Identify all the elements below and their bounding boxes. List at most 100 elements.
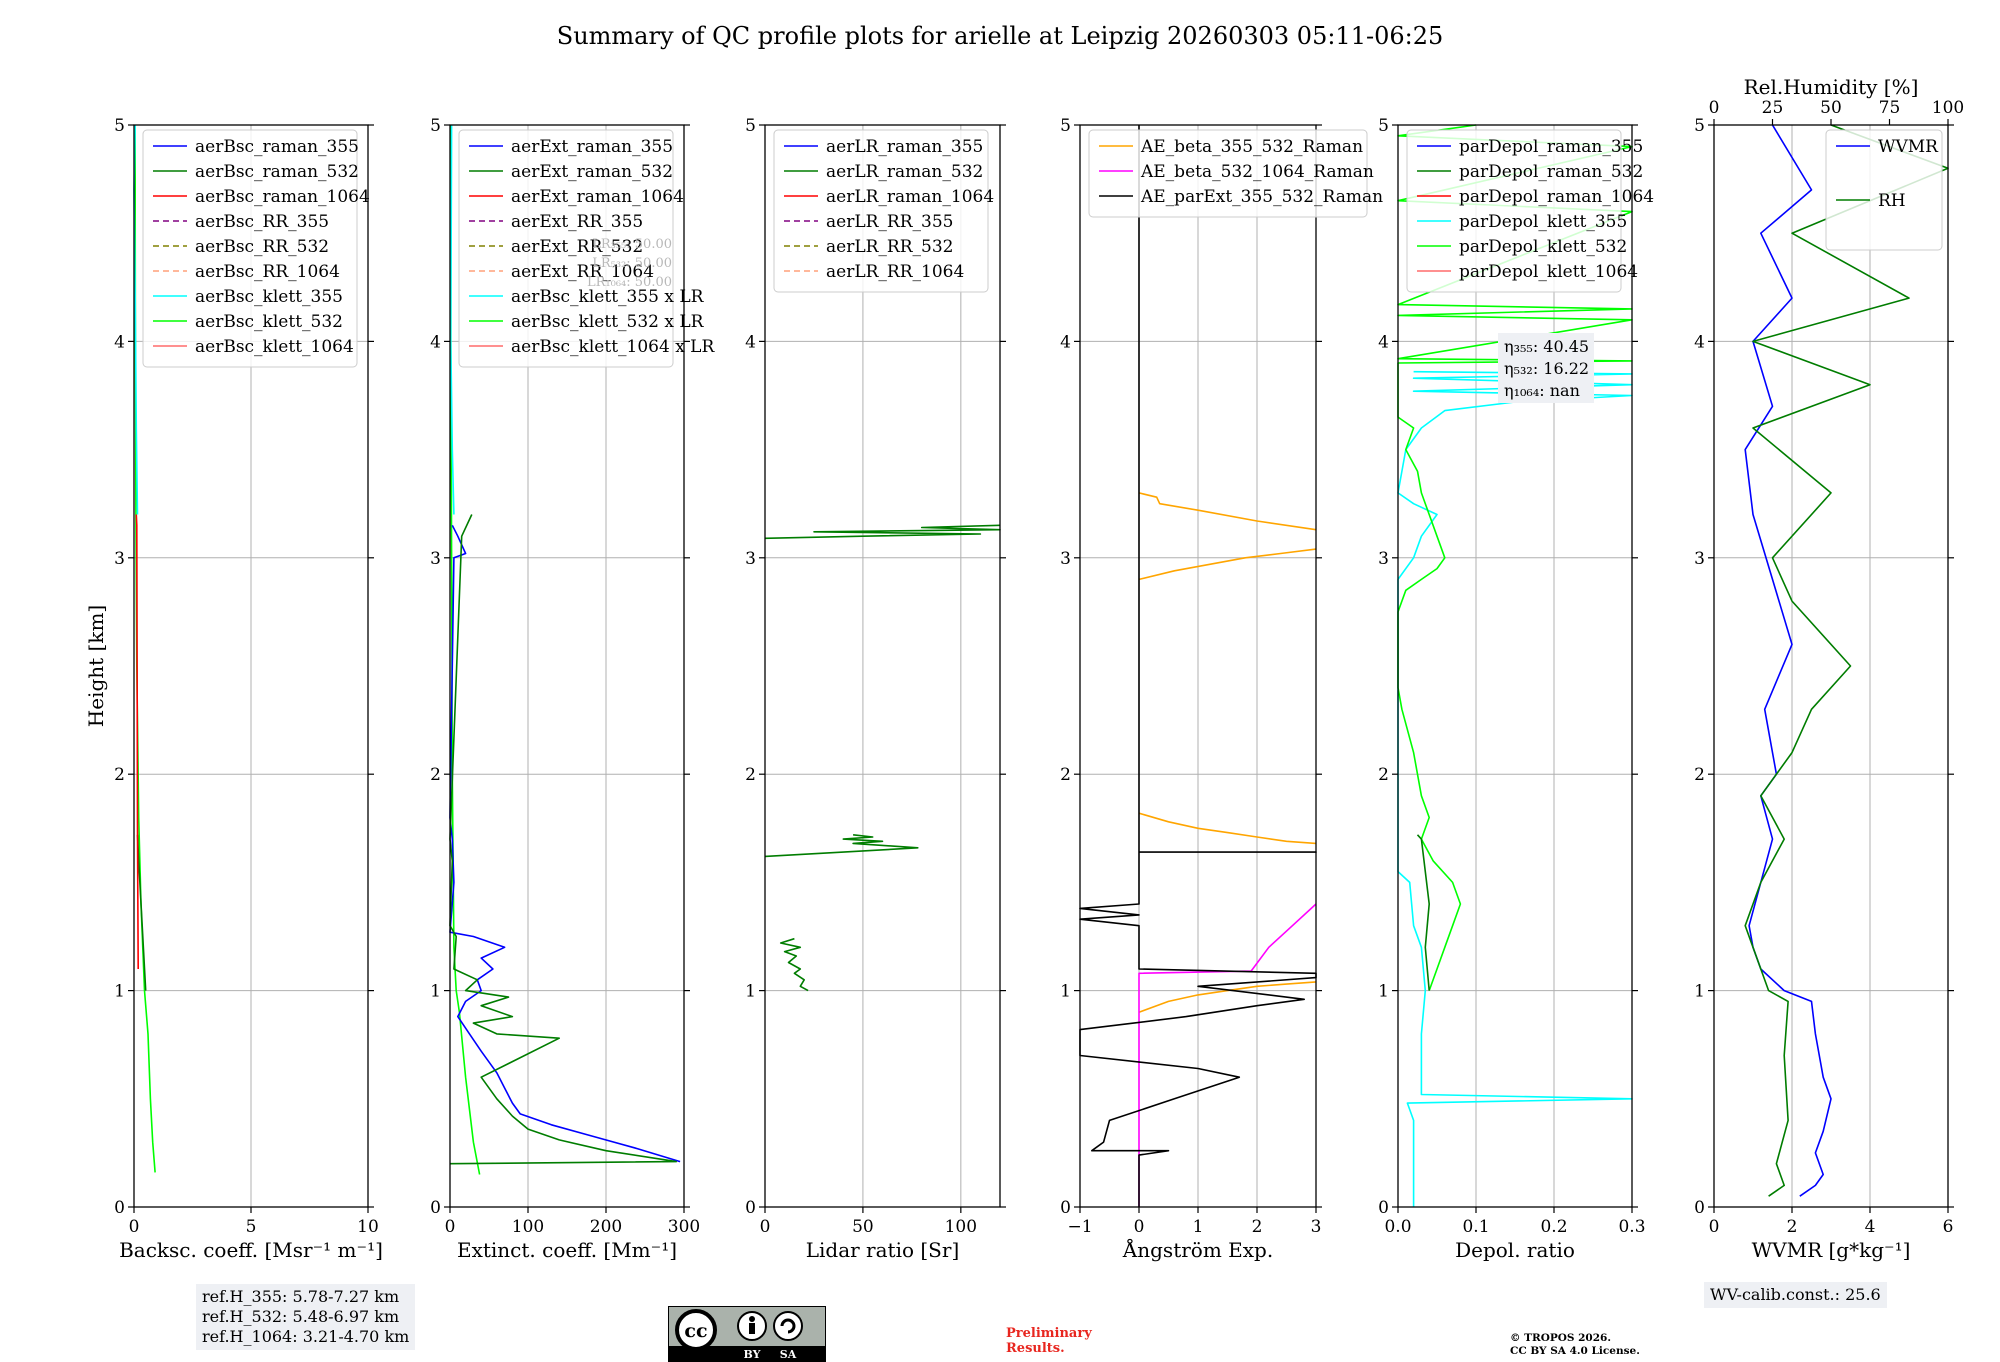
series-line [764,834,919,858]
y-tick-label: 2 [1694,765,1705,785]
x-tick-label: 3 [1311,1217,1322,1237]
lidar-ratio-label: LR₅₃₂: 50.00 [592,256,672,271]
y-tick-label: 4 [114,332,125,352]
extinction-x-axis-label: Extinct. coeff. [Mm⁻¹] [457,1238,677,1262]
x-tick-label: 6 [1943,1217,1954,1237]
x-tick-label: 0.2 [1540,1217,1567,1237]
x-tick-label: 10 [357,1217,379,1237]
legend-entry-label: aerLR_RR_355 [826,212,953,232]
x-tick-label: −1 [1067,1217,1092,1237]
x-tick-label: 0 [1709,1217,1720,1237]
y-tick-label: 2 [1060,765,1071,785]
legend-entry-label: aerExt_raman_1064 [511,187,684,207]
copyright-line-1: © TROPOS 2026. [1510,1332,1612,1344]
legend-entry-label: aerLR_RR_1064 [826,262,964,282]
y-tick-label: 3 [430,549,441,569]
backscatter-x-axis-label: Backsc. coeff. [Msr⁻¹ m⁻¹] [119,1238,383,1262]
x-tick-label: 0 [129,1217,140,1237]
water_vapor-x-axis-label: WVMR [g*kg⁻¹] [1752,1238,1911,1262]
legend-entry-label: aerLR_RR_532 [826,237,953,257]
ref-height-1064: ref.H_1064: 3.21-4.70 km [202,1327,410,1346]
preliminary-results-note: Preliminary Results. [1006,1326,1092,1356]
cc-sa-label: SA [780,1348,797,1361]
top-x-tick-label: 25 [1762,98,1784,118]
x-tick-label: 1 [1193,1217,1204,1237]
eta-label: η₅₃₂: 16.22 [1504,359,1589,378]
y-tick-label: 4 [430,332,441,352]
series-line [449,524,681,1163]
legend-entry-label: aerExt_RR_532 [511,237,643,257]
x-tick-label: 0 [1134,1217,1145,1237]
attribution-icon-body [749,1323,755,1334]
y-tick-label: 1 [430,982,441,1002]
y-tick-label: 5 [1694,116,1705,136]
legend-entry-label: aerLR_raman_532 [826,162,983,182]
legend-entry-label: parDepol_raman_1064 [1459,187,1654,207]
eta-label: η₃₅₅: 40.45 [1504,337,1589,356]
x-tick-label: 200 [590,1217,622,1237]
wv-calibration-box: WV-calib.const.: 25.6 [1704,1282,1887,1308]
x-tick-label: 5 [246,1217,257,1237]
legend-entry-label: aerBsc_klett_1064 [195,337,354,357]
share-alike-icon [773,1311,803,1341]
series-line [449,125,481,1175]
x-tick-label: 2 [1787,1217,1798,1237]
y-tick-label: 2 [1378,765,1389,785]
y-tick-label: 1 [1060,982,1071,1002]
y-tick-label: 0 [745,1198,756,1218]
legend-entry-label: aerBsc_RR_532 [195,237,329,257]
legend-entry-label: aerBsc_klett_1064 x LR [511,337,715,357]
legend-entry-label: WVMR [1878,137,1939,157]
lidar_ratio-x-axis-label: Lidar ratio [Sr] [806,1238,960,1262]
copyright-note: © TROPOS 2026. CC BY SA 4.0 License. [1510,1332,1640,1358]
legend-entry-label: aerExt_RR_1064 [511,262,654,282]
series-line [764,524,1001,540]
y-tick-label: 2 [430,765,441,785]
lidar-ratio-label: LR₃₅₅: 50.00 [592,237,672,252]
water_vapor-axes-frame [1713,124,1949,1208]
backscatter-legend-box [142,129,358,368]
legend-entry-label: aerBsc_klett_532 [195,312,343,332]
angstrom-x-axis-label: Ångström Exp. [1122,1237,1273,1262]
cc-logo-text: cc [684,1320,707,1342]
legend-entry-label: parDepol_raman_532 [1459,162,1643,182]
y-tick-label: 5 [114,116,125,136]
legend-entry-label: aerBsc_klett_355 x LR [511,287,705,307]
legend-entry-label: parDepol_klett_1064 [1459,262,1638,282]
y-tick-label: 4 [745,332,756,352]
legend-entry-label: parDepol_klett_355 [1459,212,1627,232]
y-tick-label: 0 [1694,1198,1705,1218]
legend-entry-label: aerExt_RR_355 [511,212,643,232]
y-tick-label: 2 [745,765,756,785]
y-tick-label: 4 [1694,332,1705,352]
cc-logo-icon [675,1309,717,1351]
x-tick-label: 0 [445,1217,456,1237]
figure-title: Summary of QC profile plots for arielle … [556,22,1444,50]
lidar-ratio-label: LR₁₀₆₄: 50.00 [587,275,672,290]
y-tick-label: 3 [745,549,756,569]
lidar_ratio-panel [759,124,1006,1213]
y-tick-label: 0 [1060,1198,1071,1218]
extinction-panel [444,124,690,1213]
legend-entry-label: aerBsc_RR_1064 [195,262,340,282]
depolarization-axes-frame [1397,124,1633,1208]
y-tick-label: 5 [745,116,756,136]
y-tick-label: 1 [745,982,756,1002]
top-x-tick-label: 0 [1709,98,1720,118]
legend-entry-label: aerBsc_RR_355 [195,212,329,232]
series-line [1138,812,1317,845]
angstrom-legend-box [1088,129,1368,218]
series-line [1138,548,1317,581]
x-tick-label: 4 [1865,1217,1876,1237]
x-tick-label: 0.3 [1618,1217,1645,1237]
series-line [1138,492,1317,531]
legend-entry-label: parDepol_klett_532 [1459,237,1627,257]
legend-entry-label: aerExt_raman_355 [511,137,673,157]
y-tick-label: 3 [1378,549,1389,569]
water_vapor-panel [1708,119,1954,1213]
water_vapor-legend-box [1825,129,1943,251]
y-tick-label: 4 [1378,332,1389,352]
reference-heights-box: ref.H_355: 5.78-7.27 km ref.H_532: 5.48-… [196,1284,416,1350]
cc-by-label: BY [744,1348,761,1361]
